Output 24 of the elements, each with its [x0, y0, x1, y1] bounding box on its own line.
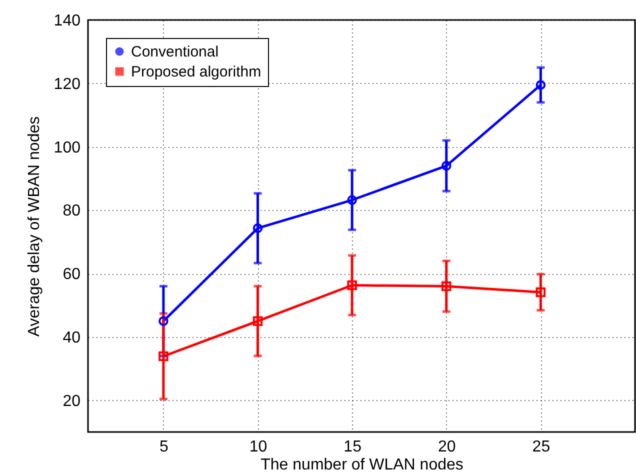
x-tick-label: 15 [344, 438, 362, 456]
x-tick-label: 5 [159, 438, 168, 456]
point [158, 351, 168, 362]
point [347, 280, 357, 290]
point [252, 223, 263, 234]
x-tick-label: 20 [438, 438, 456, 456]
point [442, 281, 452, 292]
y-tick-label: 40 [62, 329, 81, 346]
legend-label: Conventional [131, 44, 219, 60]
y-axis-title: Average delay of WBAN nodes [26, 116, 43, 337]
y-tick-label: 80 [62, 202, 81, 220]
y-tick-label: 120 [54, 76, 81, 93]
x-tick-label: 10 [249, 438, 268, 456]
point [347, 195, 357, 205]
point [536, 287, 546, 298]
x-axis-title: The number of WLAN nodes [260, 456, 464, 474]
y-tick-label: 140 [54, 12, 81, 30]
point [252, 316, 263, 326]
point [442, 160, 452, 171]
x-tick-label: 25 [532, 438, 550, 456]
legend-label: Proposed algorithm [131, 64, 262, 80]
y-tick-label: 60 [62, 266, 81, 284]
y-tick-label: 100 [54, 139, 81, 156]
y-tick-label: 20 [62, 392, 81, 410]
